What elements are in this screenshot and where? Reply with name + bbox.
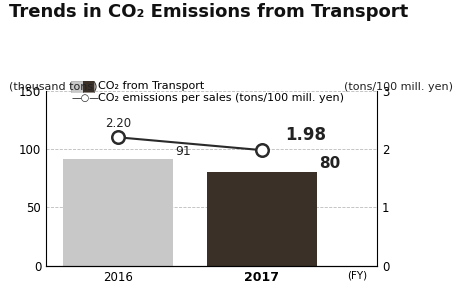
Text: (tons/100 mill. yen): (tons/100 mill. yen) xyxy=(343,82,452,92)
Text: CO₂ emissions per sales (tons/100 mill. yen): CO₂ emissions per sales (tons/100 mill. … xyxy=(97,93,343,103)
Text: 80: 80 xyxy=(319,156,340,171)
Text: 91: 91 xyxy=(175,145,191,158)
Text: —○—: —○— xyxy=(71,93,99,103)
Bar xyxy=(63,159,172,266)
Text: 2.20: 2.20 xyxy=(105,117,131,130)
Text: 1.98: 1.98 xyxy=(285,126,325,144)
Text: (thousand tons): (thousand tons) xyxy=(9,82,97,92)
Bar xyxy=(207,172,316,266)
Text: CO₂ from Transport: CO₂ from Transport xyxy=(97,81,203,92)
Text: Trends in CO₂ Emissions from Transport: Trends in CO₂ Emissions from Transport xyxy=(9,3,408,21)
